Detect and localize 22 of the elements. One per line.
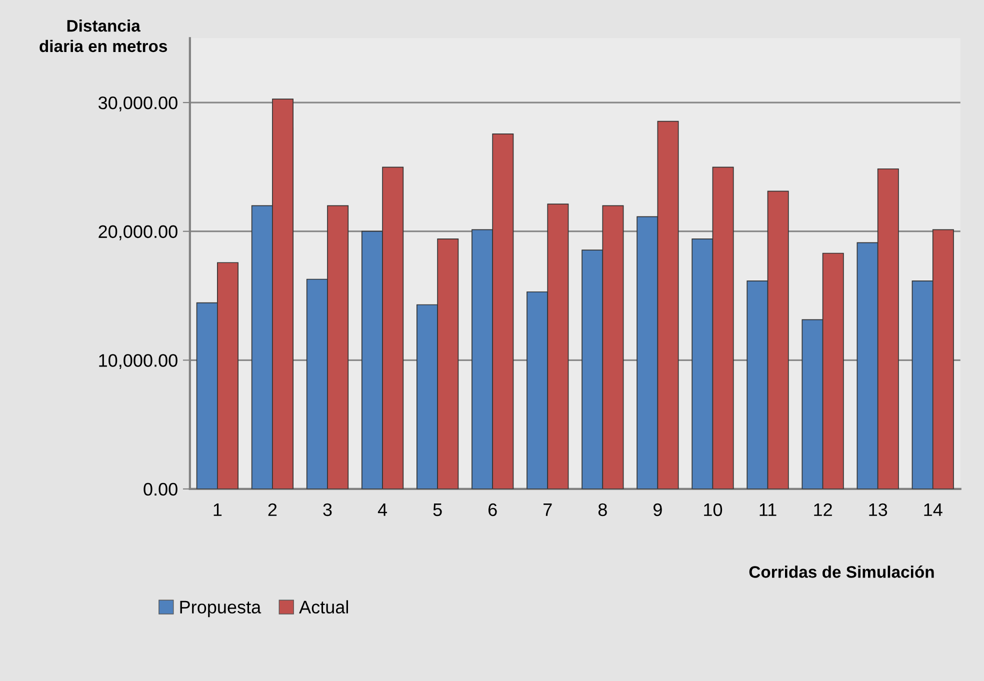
x-axis-title: Corridas de Simulación — [749, 565, 934, 578]
x-tick-label: 11 — [760, 504, 776, 516]
x-tick-label: 7 — [544, 504, 552, 516]
y-axis-title: Distancia diaria en metros — [40, 20, 168, 52]
x-tick-label: 14 — [924, 504, 942, 516]
x-tick-label: 2 — [268, 503, 277, 516]
x-tick-label: 13 — [869, 503, 888, 516]
x-tick-label: 5 — [433, 504, 442, 516]
x-tick-label: 6 — [488, 503, 497, 516]
x-tick-label: 10 — [704, 503, 722, 516]
y-tick-label: 30,000.00 — [98, 96, 178, 112]
x-tick-label: 12 — [814, 503, 832, 516]
x-tick-label: 1 — [214, 504, 222, 516]
legend-label: Actual — [299, 600, 348, 614]
y-tick-label: 10,000.00 — [99, 354, 178, 370]
legend-label: Propuesta — [180, 600, 262, 618]
x-tick-label: 9 — [654, 503, 662, 516]
y-tick-label: 0.00 — [144, 482, 178, 496]
x-tick-label: 4 — [378, 504, 388, 516]
y-tick-label: 20,000.00 — [98, 225, 178, 240]
x-tick-label: 8 — [598, 503, 607, 516]
x-tick-label: 3 — [323, 503, 332, 516]
